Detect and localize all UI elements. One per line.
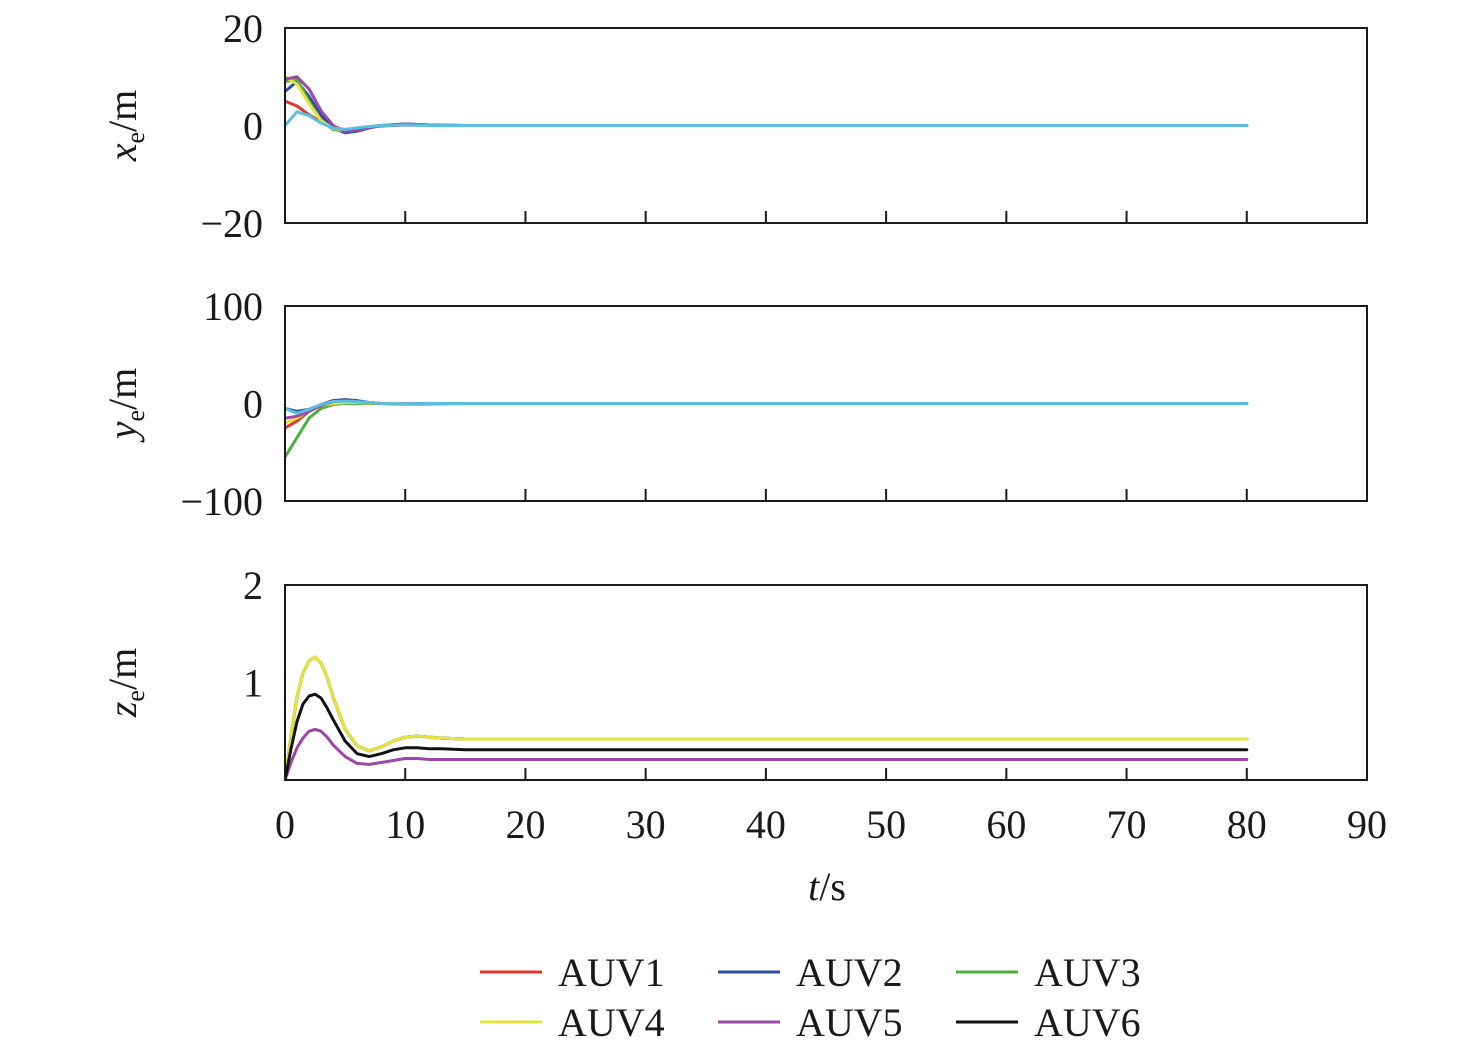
series-group	[285, 75, 1249, 135]
series-line-auv4	[285, 655, 1249, 780]
series-line-auv6	[285, 110, 1249, 131]
chart-panel-1: −20 0 20 xe/m	[100, 6, 1368, 246]
y-tick-label: 0	[243, 382, 263, 427]
legend-label: AUV6	[1034, 1000, 1141, 1045]
x-tick-label: 10	[385, 802, 425, 847]
legend-label: AUV2	[796, 950, 903, 995]
series-line-auv5	[285, 75, 1249, 133]
y-axis-label: ze/m	[100, 648, 150, 718]
series-group	[285, 398, 1249, 459]
plot-frame	[284, 27, 1368, 224]
y-axis-label: xe/m	[100, 90, 150, 163]
y-tick-label: −100	[180, 479, 263, 524]
y-tick-label: 2	[243, 563, 263, 608]
series-line-auv3	[285, 77, 1249, 133]
series-group	[285, 655, 1249, 780]
legend-label: AUV3	[1034, 950, 1141, 995]
x-tick-label: 40	[746, 802, 786, 847]
x-tick-label: 60	[986, 802, 1026, 847]
series-line-auv6	[285, 692, 1249, 780]
legend-entry-auv5: AUV5	[718, 1000, 903, 1045]
legend-entry-auv2: AUV2	[718, 950, 903, 995]
series-line-auv2	[285, 655, 1249, 780]
series-line-auv4	[285, 75, 1249, 132]
series-line-auv1	[285, 655, 1249, 780]
legend-entry-auv4: AUV4	[480, 1000, 665, 1045]
legend-entry-auv1: AUV1	[480, 950, 665, 995]
plot-frame	[284, 305, 1368, 502]
y-tick-label: 100	[203, 284, 263, 329]
legend-entry-auv3: AUV3	[956, 950, 1141, 995]
y-tick-label: −20	[200, 201, 263, 246]
x-tick-label: 30	[626, 802, 666, 847]
y-tick-label: 0	[243, 104, 263, 149]
chart-legend: AUV1 AUV2 AUV3 AUV4 AUV5 AUV6	[480, 950, 1141, 1045]
series-line-auv1	[285, 400, 1249, 430]
legend-label: AUV4	[558, 1000, 665, 1045]
x-tick-label: 90	[1347, 802, 1387, 847]
y-axis-label: ye/m	[100, 368, 150, 444]
legend-entry-auv6: AUV6	[956, 1000, 1141, 1045]
series-line-auv5	[285, 727, 1249, 780]
x-tick-label: 80	[1227, 802, 1267, 847]
x-axis-label: t/s	[808, 864, 846, 909]
plot-frame	[284, 584, 1368, 781]
legend-label: AUV1	[558, 950, 665, 995]
y-tick-label: 1	[243, 661, 263, 706]
series-line-auv6	[285, 399, 1249, 415]
x-tick-label: 50	[866, 802, 906, 847]
series-line-auv3	[285, 402, 1249, 459]
y-tick-label: 20	[223, 6, 263, 51]
series-line-auv4	[285, 401, 1249, 425]
legend-label: AUV5	[796, 1000, 903, 1045]
x-tick-label: 20	[505, 802, 545, 847]
chart-panel-2: −100 0 100 ye/m	[100, 284, 1368, 524]
series-line-auv3	[285, 655, 1249, 780]
series-line-auv2	[285, 398, 1249, 413]
x-tick-label: 70	[1107, 802, 1147, 847]
x-tick-label: 0	[275, 802, 295, 847]
